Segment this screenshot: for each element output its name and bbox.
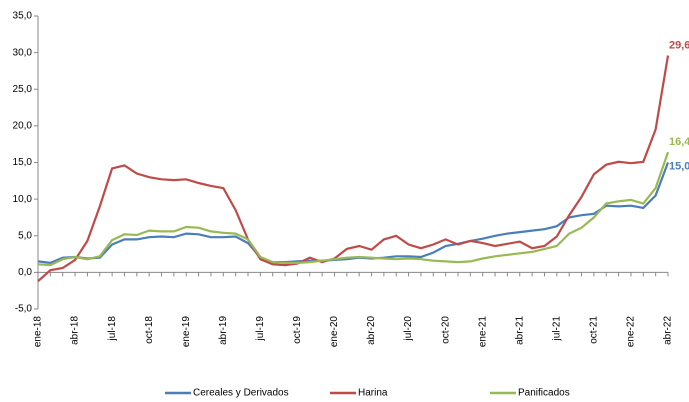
x-tick-label: abr-18 — [70, 316, 81, 345]
x-tick-label: ene-20 — [329, 316, 340, 348]
y-tick-label: 5,0 — [18, 230, 32, 241]
x-tick-label: jul-20 — [403, 316, 414, 342]
legend-label: Panificados — [518, 388, 570, 399]
x-tick-label: abr-19 — [218, 316, 229, 345]
data-label: 29,6 — [669, 39, 689, 51]
x-tick-label: jul-21 — [551, 316, 562, 342]
data-label: 15,0 — [669, 160, 689, 172]
legend-label: Cereales y Derivados — [193, 388, 289, 399]
x-tick-label: oct-18 — [144, 316, 155, 344]
series-line — [37, 55, 670, 283]
x-tick-label: ene-22 — [626, 316, 637, 348]
x-tick-label: jul-19 — [255, 316, 266, 342]
x-tick-label: oct-21 — [589, 316, 600, 344]
y-tick-label: 10,0 — [13, 194, 33, 205]
y-tick-label: 15,0 — [13, 157, 33, 168]
x-tick-label: oct-20 — [440, 316, 451, 344]
legend-label: Harina — [358, 388, 388, 399]
x-tick-label: oct-19 — [292, 316, 303, 344]
y-tick-label: -5,0 — [15, 304, 33, 315]
series-line — [37, 151, 670, 267]
y-tick-label: 35,0 — [13, 11, 33, 22]
y-tick-label: 30,0 — [13, 47, 33, 58]
data-label: 16,4 — [669, 136, 689, 148]
y-tick-label: 25,0 — [13, 84, 33, 95]
x-tick-label: abr-21 — [514, 316, 525, 345]
x-tick-label: ene-19 — [181, 316, 192, 348]
x-tick-label: ene-21 — [477, 316, 488, 348]
y-tick-label: 0,0 — [18, 267, 32, 278]
x-tick-label: abr-22 — [663, 316, 674, 345]
x-tick-label: abr-20 — [366, 316, 377, 345]
x-tick-label: ene-18 — [33, 316, 44, 348]
y-tick-label: 20,0 — [13, 121, 33, 132]
x-tick-label: jul-18 — [107, 316, 118, 342]
